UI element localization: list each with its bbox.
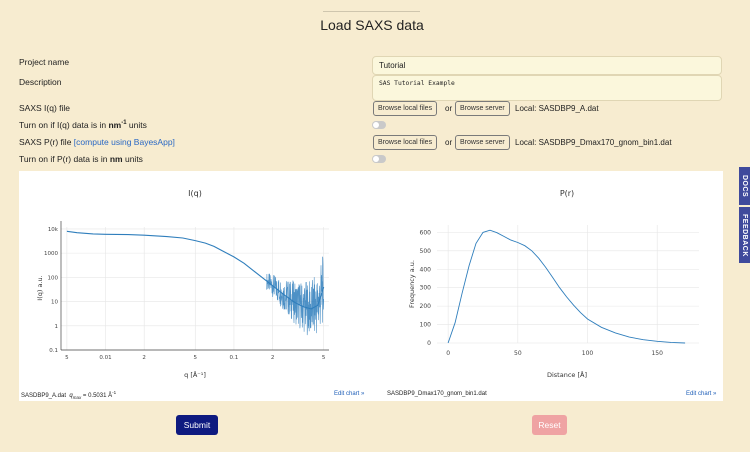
saxs-pr-label-row: SAXS P(r) file [compute using BayesApp] <box>19 137 175 147</box>
iq-footer-qmax-value: = 0.5031 Å <box>81 393 113 399</box>
iq-y-tick-label: 1 <box>55 324 59 330</box>
iq-footer-info: SASDBP9_A.dat qmax = 0.5031 Å-1 <box>21 390 116 400</box>
iq-footer-qmax-sub: max <box>72 395 82 401</box>
description-value: SAS Tutorial Example <box>379 80 455 87</box>
iq-x-tick-label: 2 <box>142 355 146 361</box>
saxs-pr-label: SAXS P(r) file <box>19 137 74 147</box>
iq-x-tick-label: 0.1 <box>230 355 239 361</box>
iq-footer-qmax-label: q <box>69 393 73 399</box>
pr-units-suffix: units <box>122 154 143 164</box>
feedback-tab[interactable]: FEEDBACK <box>739 207 750 263</box>
title-rule <box>323 11 420 12</box>
pr-y-tick-label: 600 <box>420 229 432 236</box>
pr-x-tick-label: 100 <box>582 350 594 357</box>
project-name-value: Tutorial <box>379 61 406 70</box>
iq-y-tick-label: 1000 <box>44 251 58 257</box>
iq-x-tick-label: 5 <box>65 355 69 361</box>
pr-y-tick-label: 200 <box>420 303 432 310</box>
iq-footer-qmax-exp: -1 <box>112 390 117 395</box>
iq-x-tick-label: 0.01 <box>99 355 111 361</box>
iq-browse-local-button[interactable]: Browse local files <box>373 101 438 116</box>
iq-noise-line <box>266 256 324 336</box>
iq-or-text: or <box>445 104 453 113</box>
pr-y-tick-label: 0 <box>427 340 431 347</box>
page-title: Load SAXS data <box>320 17 424 33</box>
iq-x-axis-label: q [Å⁻¹] <box>184 370 206 379</box>
iq-units-suffix: units <box>126 120 147 130</box>
pr-y-tick-label: 400 <box>420 266 432 273</box>
pr-file-name: Local: SASDBP9_Dmax170_gnom_bin1.dat <box>515 138 672 147</box>
pr-x-tick-label: 0 <box>446 350 450 357</box>
iq-y-tick-label: 100 <box>48 275 59 281</box>
pr-browse-local-button[interactable]: Browse local files <box>373 135 438 150</box>
pr-or-text: or <box>445 138 453 147</box>
pr-x-tick-label: 50 <box>514 350 522 357</box>
pr-y-tick-label: 100 <box>420 322 432 329</box>
iq-units-unit: nm <box>108 120 122 130</box>
iq-x-tick-label: 5 <box>194 355 198 361</box>
compute-bayesapp-link[interactable]: [compute using BayesApp] <box>73 137 175 147</box>
iq-units-exp: -1 <box>121 120 127 127</box>
iq-x-tick-label: 5 <box>322 355 326 361</box>
iq-browse-server-button[interactable]: Browse server <box>455 101 510 116</box>
pr-nm-toggle[interactable] <box>372 155 386 163</box>
pr-edit-chart-link[interactable]: Edit chart » <box>686 391 717 397</box>
saxs-iq-label: SAXS I(q) file <box>19 103 71 113</box>
reset-button[interactable]: Reset <box>532 415 567 435</box>
pr-chart[interactable]: P(r) 0 50 100 150 0 100 200 300 400 500 600 Distance… <box>371 171 723 401</box>
pr-chart-title: P(r) <box>560 189 574 198</box>
iq-chart[interactable]: I(q) 5 0.01 2 5 0.1 2 5 0.1 1 10 100 1000 10k q [Å⁻¹] I… <box>19 171 371 401</box>
iq-file-name: Local: SASDBP9_A.dat <box>515 104 599 113</box>
submit-button[interactable]: Submit <box>176 415 218 435</box>
pr-x-tick-label: 150 <box>651 350 663 357</box>
iq-nm-toggle[interactable] <box>372 121 386 129</box>
pr-units-unit: nm <box>109 154 123 164</box>
iq-chart-title: I(q) <box>188 189 202 198</box>
iq-units-label: Turn on if I(q) data is in nm-1 units <box>19 120 147 130</box>
iq-edit-chart-link[interactable]: Edit chart » <box>334 391 365 397</box>
iq-y-tick-label: 0.1 <box>49 348 58 354</box>
docs-tab[interactable]: DOCS <box>739 167 750 205</box>
pr-y-axis-label: Frequency a.u. <box>408 260 416 308</box>
description-label: Description <box>19 77 62 87</box>
iq-x-tick-label: 2 <box>271 355 275 361</box>
pr-series-line <box>447 229 686 344</box>
iq-y-tick-label: 10 <box>51 300 58 306</box>
chart-panel: I(q) 5 0.01 2 5 0.1 2 5 0.1 1 10 100 1000 10k q [Å⁻¹] I… <box>19 171 723 401</box>
pr-units-label: Turn on if P(r) data is in nm units <box>19 154 143 164</box>
description-textarea[interactable]: SAS Tutorial Example <box>372 75 722 101</box>
pr-x-axis-label: Distance [Å] <box>547 370 587 379</box>
project-name-label: Project name <box>19 57 70 67</box>
pr-y-tick-label: 500 <box>420 248 432 255</box>
iq-y-axis-label: I(q) a.u. <box>36 275 44 300</box>
pr-footer-file: SASDBP9_Dmax170_gnom_bin1.dat <box>387 391 487 397</box>
iq-y-tick-label: 10k <box>48 227 59 233</box>
project-name-input[interactable]: Tutorial <box>372 56 722 75</box>
iq-footer-file: SASDBP9_A.dat <box>21 393 67 399</box>
iq-units-prefix: Turn on if I(q) data is in <box>19 120 109 130</box>
pr-y-tick-label: 300 <box>420 285 432 292</box>
pr-units-prefix: Turn on if P(r) data is in <box>19 154 110 164</box>
pr-browse-server-button[interactable]: Browse server <box>455 135 510 150</box>
